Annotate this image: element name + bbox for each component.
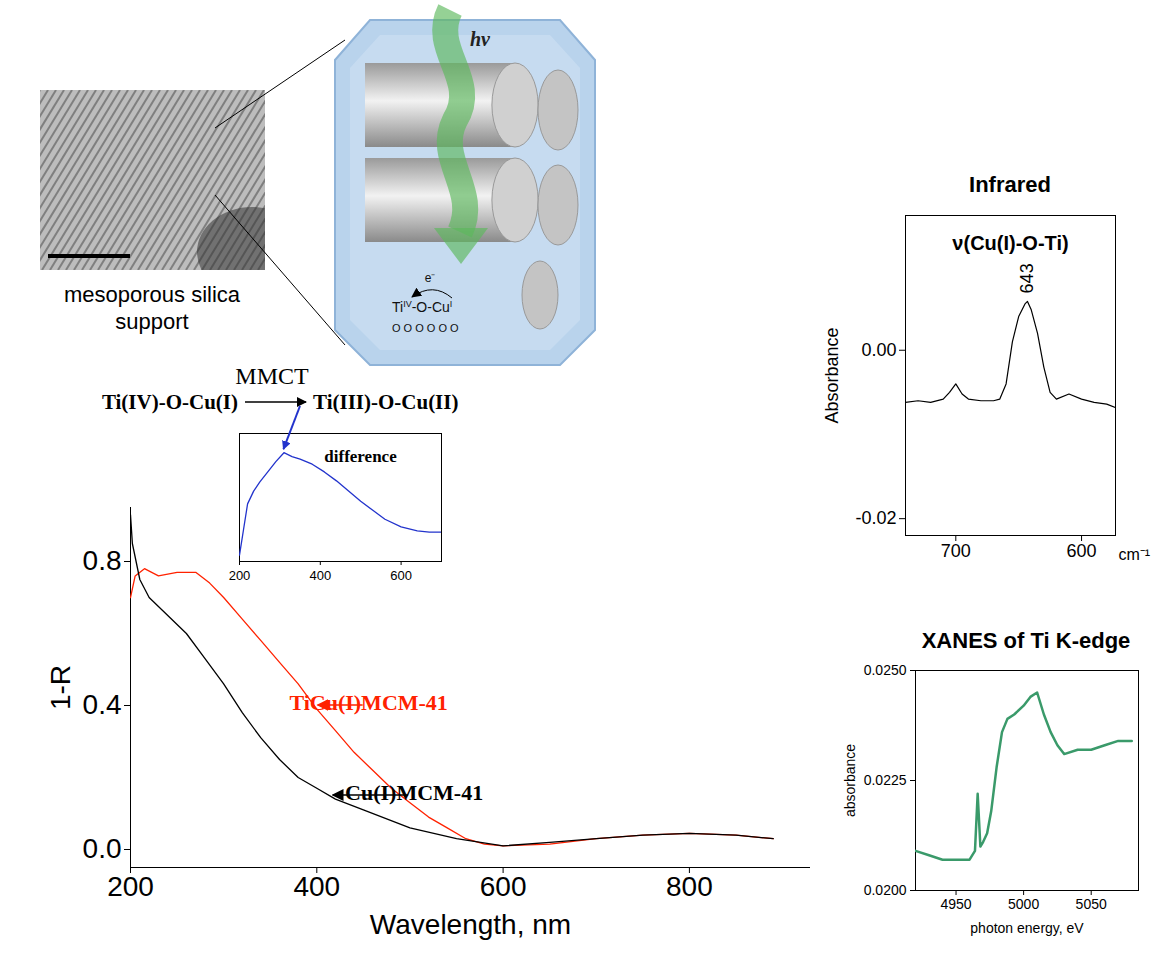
svg-text:-0.02: -0.02 bbox=[855, 508, 896, 528]
svg-text:0.0225: 0.0225 bbox=[864, 772, 907, 788]
svg-text:TiIV-O-CuI: TiIV-O-CuI bbox=[392, 299, 452, 315]
svg-text:400: 400 bbox=[309, 568, 331, 583]
svg-text:600: 600 bbox=[480, 871, 527, 902]
svg-text:ν(Cu(I)-O-Ti): ν(Cu(I)-O-Ti) bbox=[952, 232, 1068, 254]
svg-text:TiCu(I)MCM-41: TiCu(I)MCM-41 bbox=[289, 690, 447, 715]
svg-text:0.00: 0.00 bbox=[861, 340, 896, 360]
svg-text:0.0200: 0.0200 bbox=[864, 882, 907, 898]
svg-text:1-R: 1-R bbox=[45, 665, 76, 710]
svg-text:mesoporous silica: mesoporous silica bbox=[64, 282, 241, 307]
html-text:XANES of Ti K-edge: XANES of Ti K-edge bbox=[921, 628, 1131, 653]
svg-text:Wavelength, nm: Wavelength, nm bbox=[370, 909, 571, 940]
svg-text:600: 600 bbox=[1067, 541, 1097, 561]
svg-text:Ti(III)-O-Cu(II): Ti(III)-O-Cu(II) bbox=[313, 390, 458, 414]
html-text:Infrared: Infrared bbox=[969, 172, 1051, 197]
svg-text:MMCT: MMCT bbox=[235, 363, 309, 389]
svg-text:5000: 5000 bbox=[1008, 896, 1039, 912]
svg-text:700: 700 bbox=[941, 541, 971, 561]
svg-text:O O O O O O: O O O O O O bbox=[392, 322, 459, 334]
svg-text:Ti(IV)-O-Cu(I): Ti(IV)-O-Cu(I) bbox=[102, 390, 238, 414]
svg-text:600: 600 bbox=[390, 568, 412, 583]
svg-text:200: 200 bbox=[107, 871, 154, 902]
svg-text:643: 643 bbox=[1017, 263, 1037, 293]
svg-text:e⁻: e⁻ bbox=[425, 271, 436, 285]
svg-text:0.0: 0.0 bbox=[83, 833, 122, 864]
svg-text:5050: 5050 bbox=[1076, 896, 1107, 912]
svg-text:hν: hν bbox=[470, 28, 491, 50]
svg-text:Cu(I)MCM-41: Cu(I)MCM-41 bbox=[345, 780, 483, 805]
svg-text:200: 200 bbox=[229, 568, 251, 583]
svg-text:800: 800 bbox=[666, 871, 713, 902]
svg-text:photon energy, eV: photon energy, eV bbox=[970, 920, 1084, 936]
svg-text:difference: difference bbox=[324, 447, 397, 466]
svg-text:cm⁻¹: cm⁻¹ bbox=[1119, 546, 1151, 563]
svg-text:0.0250: 0.0250 bbox=[864, 662, 907, 678]
svg-text:Absorbance: Absorbance bbox=[822, 327, 842, 423]
svg-text:0.4: 0.4 bbox=[83, 689, 122, 720]
svg-text:absorbance: absorbance bbox=[842, 744, 858, 817]
svg-text:0.8: 0.8 bbox=[83, 545, 122, 576]
svg-text:400: 400 bbox=[293, 871, 340, 902]
svg-text:support: support bbox=[115, 309, 188, 334]
svg-text:4950: 4950 bbox=[940, 896, 971, 912]
